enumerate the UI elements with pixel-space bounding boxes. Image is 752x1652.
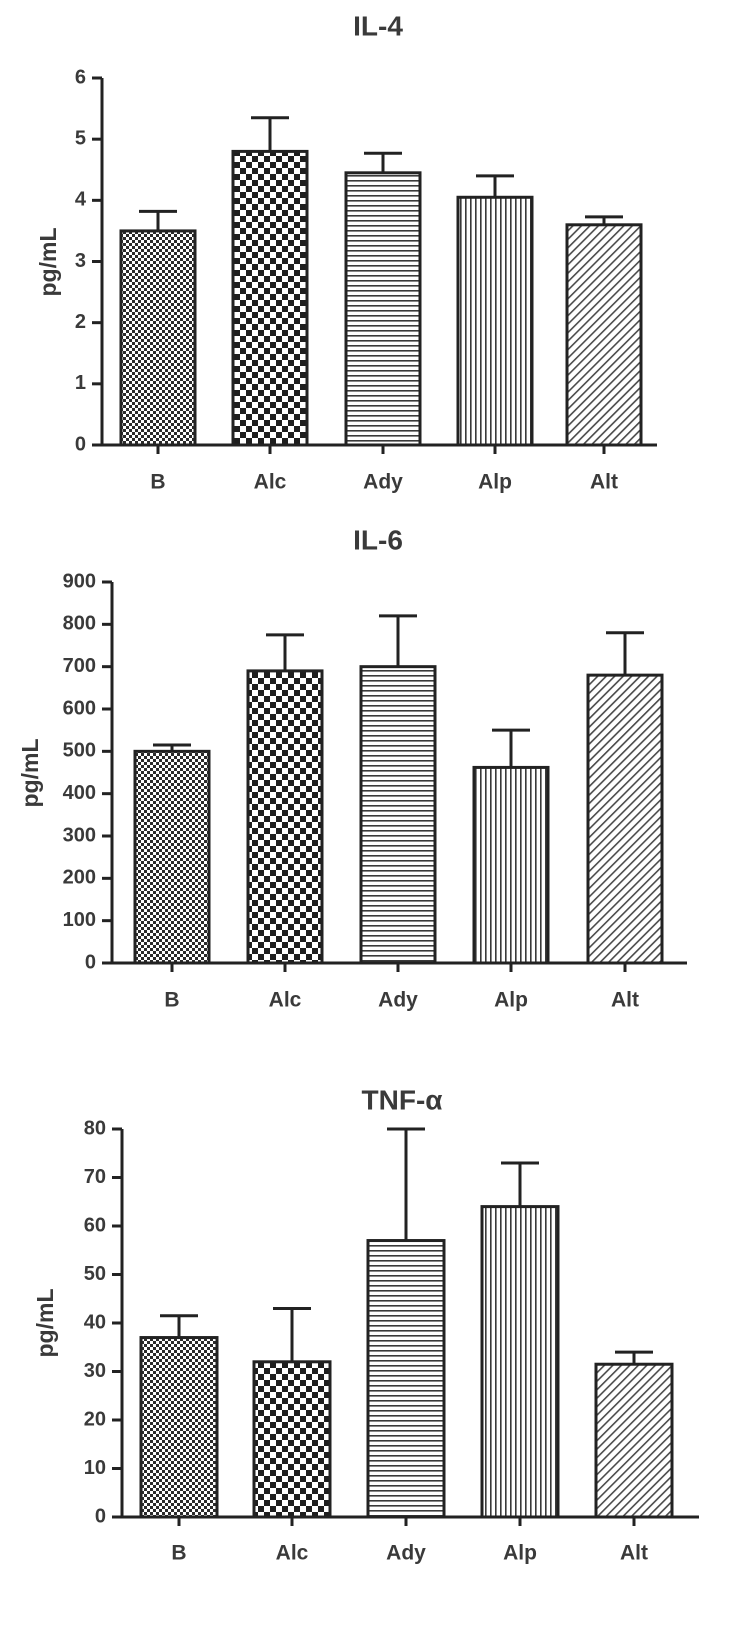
y-tick-label: 70 [84,1166,106,1188]
y-tick-label: 80 [84,1117,106,1139]
y-tick-label: 30 [84,1360,106,1382]
y-tick-label: 100 [63,909,96,931]
chart-panel-2: IL-6 pg/mL B Alc Ady Alp Alt 0 100 200 300 400 500 60… [17,524,687,1012]
y-tick-label: 40 [84,1311,106,1333]
y-tick-label: 200 [63,867,96,889]
chart-panel-1: IL-4 pg/mL B Alc Ady Alp Alt 0 1 2 3 4 5 6 [35,10,657,494]
bar-alp [456,195,534,447]
chart-title: TNF-α [362,1084,443,1115]
y-tick-label: 20 [84,1408,106,1430]
y-tick-label: 3 [75,250,86,272]
x-tick-label: Alp [503,1542,537,1565]
y-tick-label: 0 [75,433,86,455]
chart-title: IL-6 [353,524,403,555]
x-tick-label: Alc [276,1542,309,1565]
y-tick-label: 6 [75,66,86,88]
x-tick-label: B [171,1542,186,1565]
x-tick-label: Ady [378,989,418,1012]
y-tick-label: 50 [84,1263,106,1285]
bar-b [139,1336,219,1519]
x-tick-label: B [150,471,165,494]
y-tick-label: 500 [63,740,96,762]
x-tick-label: Alp [494,989,528,1012]
x-tick-label: Ady [363,471,403,494]
y-tick-label: 0 [85,951,96,973]
y-tick-label: 1 [75,372,86,394]
y-tick-label: 400 [63,782,96,804]
bar-alt [594,1362,674,1519]
y-tick-label: 5 [75,127,86,149]
y-axis-label: pg/mL [35,228,61,297]
bar-ady [366,1239,446,1519]
x-tick-label: Alc [269,989,302,1012]
bar-alt [565,223,643,447]
bar-alp [480,1205,560,1519]
bar-b [119,229,197,447]
y-tick-label: 800 [63,613,96,635]
y-tick-label: 60 [84,1214,106,1236]
y-tick-label: 600 [63,697,96,719]
bar-alt [586,673,664,965]
y-tick-label: 700 [63,655,96,677]
bar-ady [359,665,437,965]
bar-alc [252,1360,332,1519]
bar-ady [344,171,422,447]
bar-alp [472,765,550,965]
x-tick-label: Alp [478,471,512,494]
chart-panel-3: TNF-α pg/mL B Alc Ady Alp Alt 0 10 20 30 40 50 60 70 80 [32,1084,699,1565]
bar-alc [246,669,324,965]
y-axis-label: pg/mL [17,739,43,808]
bar-alc [231,149,309,447]
bar-b [133,749,211,965]
x-tick-label: Alt [620,1542,648,1565]
y-tick-label: 2 [75,311,86,333]
y-tick-label: 0 [95,1505,106,1527]
x-tick-label: Alt [611,989,639,1012]
x-tick-label: B [164,989,179,1012]
y-tick-label: 900 [63,570,96,592]
x-tick-label: Ady [386,1542,426,1565]
y-tick-label: 10 [84,1457,106,1479]
y-tick-label: 4 [75,189,87,211]
x-tick-label: Alt [590,471,618,494]
chart-title: IL-4 [353,10,403,41]
x-tick-label: Alc [254,471,287,494]
y-axis-label: pg/mL [32,1289,58,1358]
y-tick-label: 300 [63,824,96,846]
